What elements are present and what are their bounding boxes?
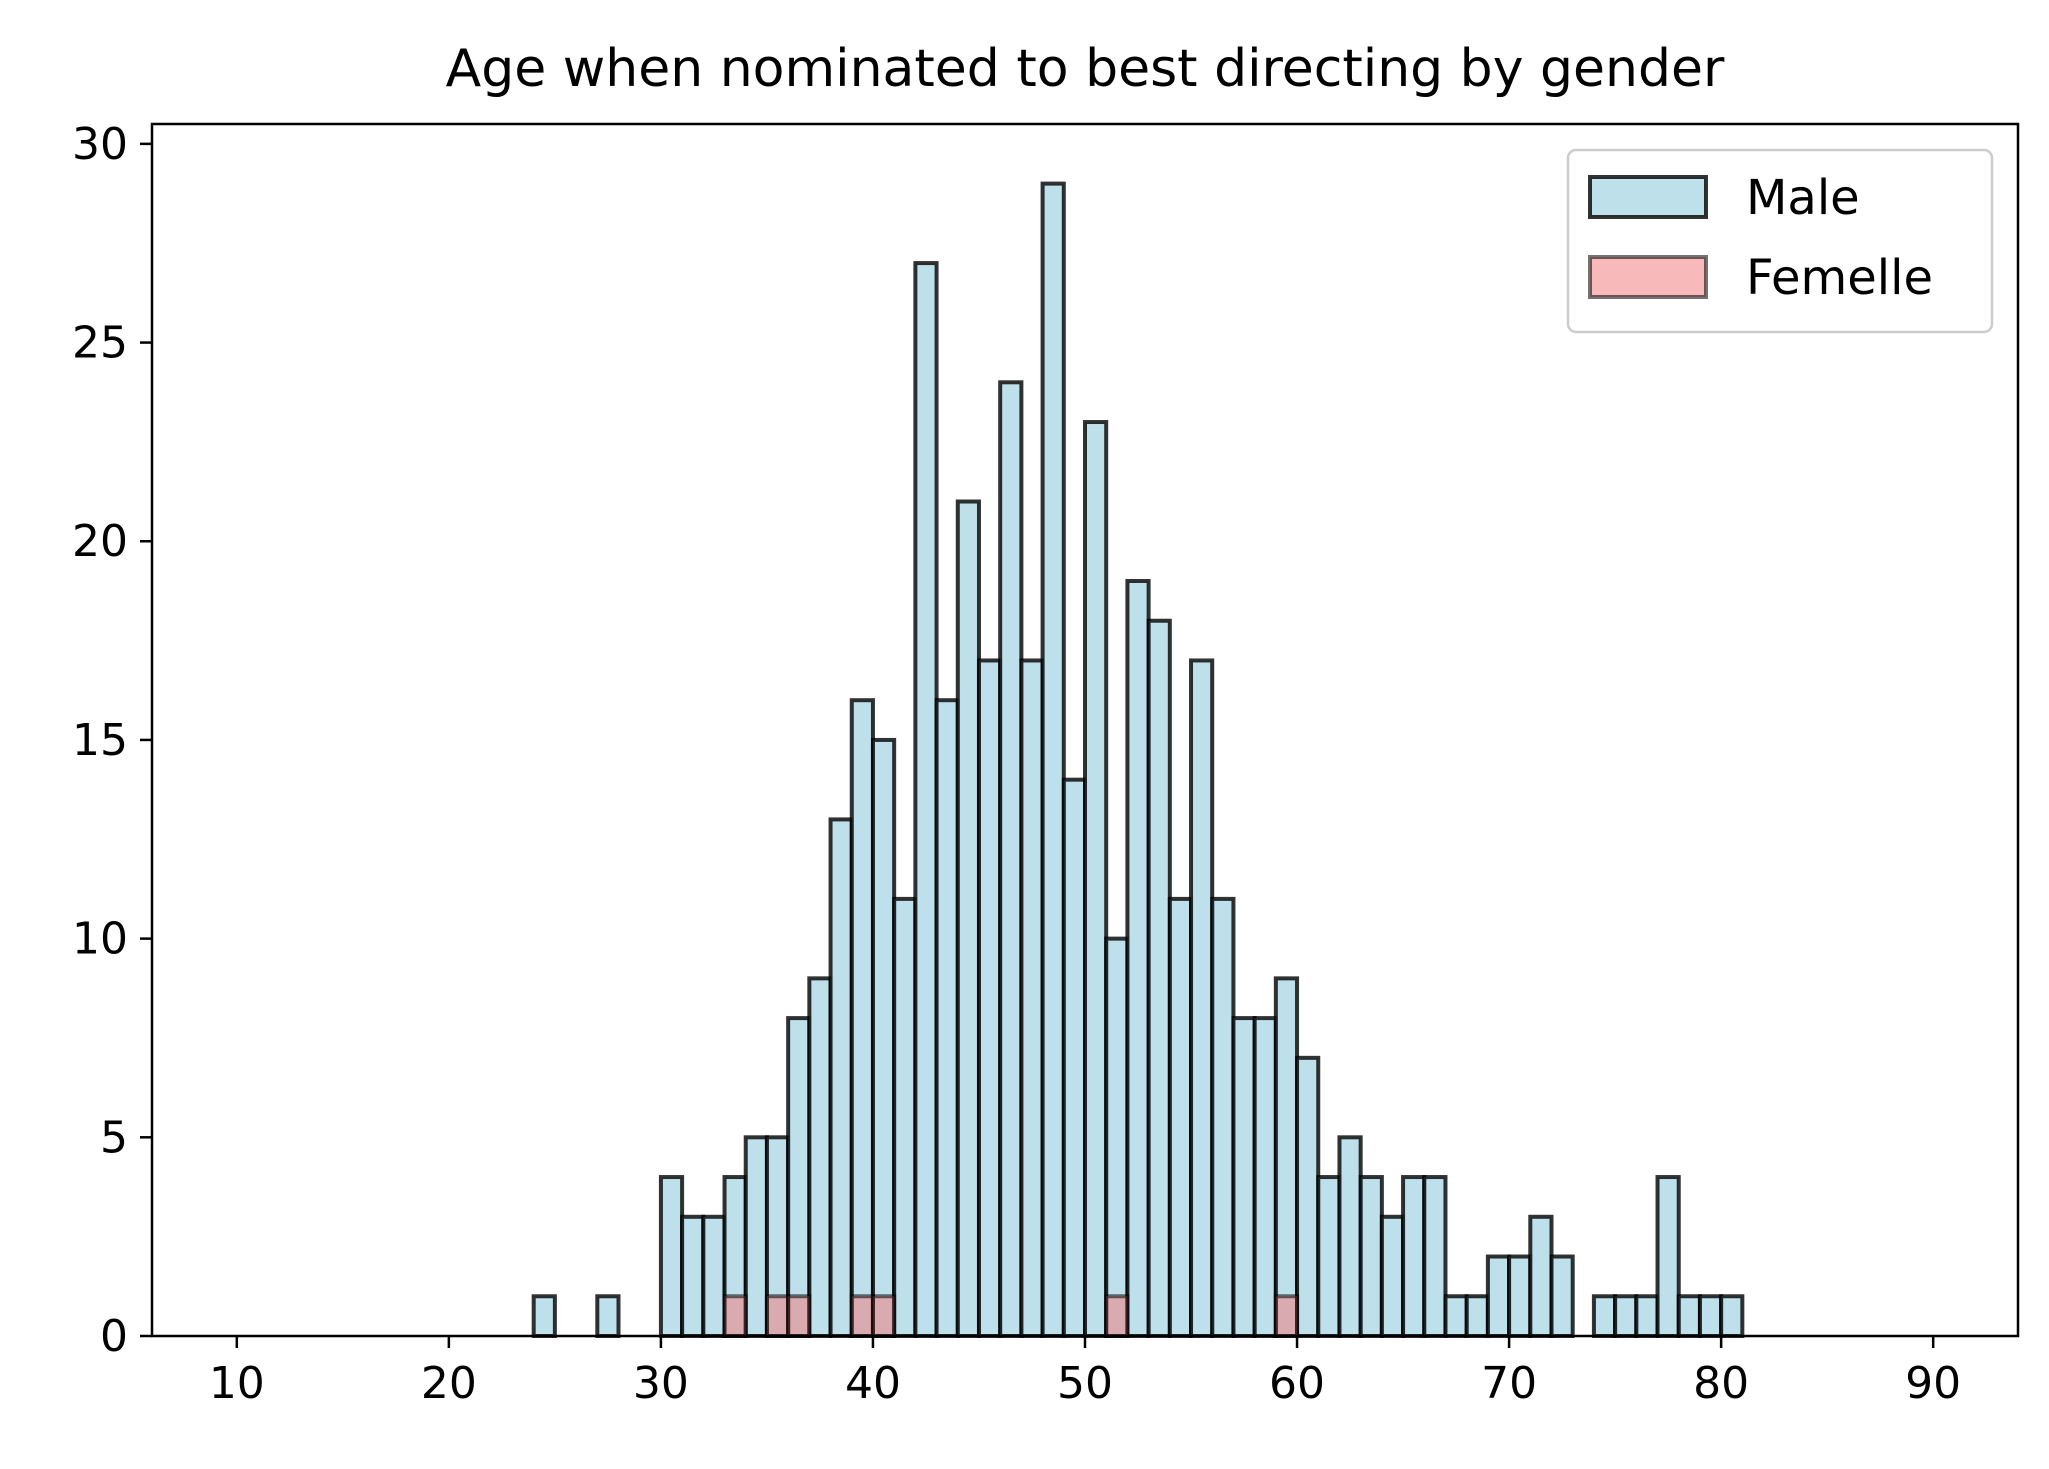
bar-male-46 — [998, 380, 1024, 1338]
bar-femelle-33 — [722, 1294, 748, 1339]
legend-label-male: Male — [1746, 170, 1860, 226]
bar-femelle-51 — [1104, 1294, 1130, 1339]
bar-male-76 — [1634, 1294, 1660, 1339]
bar-male-30 — [658, 1175, 685, 1339]
y-tick-label-20: 20 — [72, 516, 128, 567]
bar-male-63 — [1358, 1175, 1384, 1339]
bar-femelle-35 — [764, 1294, 791, 1339]
y-tick-label-0: 0 — [100, 1311, 128, 1362]
bar-male-77 — [1655, 1175, 1681, 1339]
bar-male-32 — [701, 1214, 727, 1338]
bar-femelle-59 — [1273, 1294, 1300, 1339]
bar-male-64 — [1379, 1214, 1406, 1338]
bar-male-31 — [680, 1214, 706, 1338]
bar-male-58 — [1252, 1016, 1278, 1339]
bar-male-62 — [1337, 1135, 1363, 1339]
bar-male-47 — [1019, 658, 1045, 1338]
y-tick-label-25: 25 — [72, 318, 128, 369]
bar-male-67 — [1443, 1294, 1469, 1339]
bar-male-74 — [1591, 1294, 1618, 1339]
x-tick-label-50: 50 — [1057, 1358, 1113, 1409]
y-tick-label-15: 15 — [72, 715, 128, 766]
bar-male-68 — [1464, 1294, 1490, 1339]
bar-male-65 — [1401, 1175, 1427, 1339]
x-tick-label-30: 30 — [633, 1358, 689, 1409]
bar-male-43 — [934, 698, 960, 1338]
bar-male-54 — [1167, 896, 1194, 1338]
bar-male-24 — [531, 1294, 557, 1339]
x-tick-label-70: 70 — [1481, 1358, 1537, 1409]
bar-male-44 — [955, 499, 981, 1339]
x-tick-label-20: 20 — [421, 1358, 477, 1409]
bar-male-70 — [1507, 1254, 1533, 1338]
bar-male-66 — [1422, 1175, 1448, 1339]
bar-male-50 — [1083, 420, 1109, 1338]
bars-layer — [531, 181, 1745, 1339]
x-tick-label-90: 90 — [1905, 1358, 1961, 1409]
bar-male-72 — [1549, 1254, 1575, 1338]
chart-title: Age when nominated to best directing by … — [446, 39, 1725, 99]
bar-male-39 — [849, 698, 875, 1338]
bar-male-69 — [1485, 1254, 1512, 1338]
y-tick-label-10: 10 — [72, 914, 128, 965]
axes-layer: 10 20 30 40 50 60 70 80 90 0 5 10 15 20 25 30 — [72, 119, 1961, 1409]
bar-male-56 — [1210, 896, 1236, 1338]
series-male — [531, 181, 1745, 1339]
bar-male-61 — [1316, 1175, 1342, 1339]
y-tick-label-5: 5 — [100, 1112, 128, 1163]
x-tick-label-60: 60 — [1269, 1358, 1325, 1409]
bar-male-80 — [1719, 1294, 1745, 1339]
legend-swatch-male — [1588, 175, 1708, 219]
bar-male-45 — [976, 658, 1003, 1338]
bar-male-40 — [870, 737, 897, 1338]
bar-male-59 — [1273, 976, 1300, 1338]
bar-male-78 — [1676, 1294, 1702, 1339]
bar-male-36 — [786, 1016, 812, 1339]
x-tick-label-10: 10 — [209, 1358, 265, 1409]
bar-femelle-36 — [786, 1294, 812, 1339]
legend-swatch-femelle — [1588, 255, 1708, 299]
x-tick-label-80: 80 — [1693, 1358, 1749, 1409]
bar-male-34 — [743, 1135, 769, 1339]
bar-male-41 — [892, 896, 918, 1338]
bar-male-55 — [1189, 658, 1215, 1338]
bar-male-37 — [807, 976, 833, 1338]
bar-male-48 — [1040, 181, 1066, 1338]
bar-male-38 — [828, 817, 854, 1338]
bar-male-49 — [1061, 777, 1087, 1338]
bar-male-60 — [1295, 1055, 1321, 1338]
legend: Male Femelle — [1566, 148, 1994, 334]
bar-male-52 — [1125, 578, 1151, 1338]
legend-label-femelle: Femelle — [1746, 250, 1933, 306]
bar-male-27 — [595, 1294, 621, 1339]
bar-male-42 — [913, 261, 939, 1339]
bar-male-57 — [1231, 1016, 1257, 1339]
series-femelle — [722, 1294, 1300, 1339]
bar-femelle-40 — [870, 1294, 897, 1339]
bar-male-51 — [1104, 936, 1130, 1338]
bar-male-71 — [1528, 1214, 1554, 1338]
bar-femelle-39 — [849, 1294, 875, 1339]
y-tick-label-30: 30 — [72, 119, 128, 170]
bar-male-79 — [1697, 1294, 1724, 1339]
bar-male-53 — [1146, 618, 1172, 1338]
bar-male-75 — [1613, 1294, 1639, 1339]
x-tick-label-40: 40 — [845, 1358, 901, 1409]
